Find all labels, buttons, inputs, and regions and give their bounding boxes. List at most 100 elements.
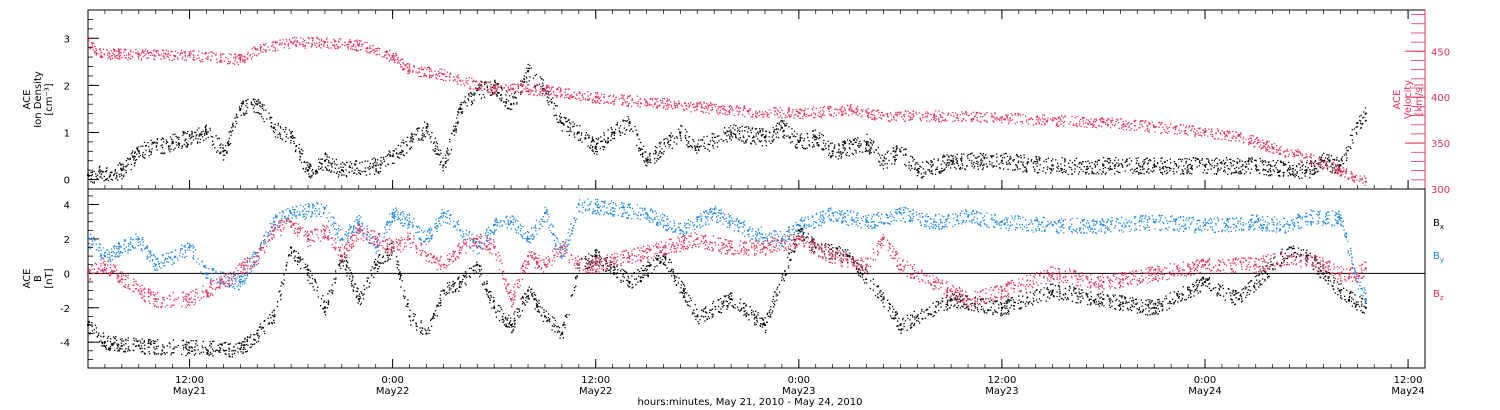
density-sample — [1195, 157, 1197, 159]
density-sample — [755, 133, 757, 135]
density-sample — [776, 131, 779, 133]
density-sample — [331, 166, 333, 168]
velocity-sample — [303, 45, 306, 47]
density-sample — [821, 148, 823, 150]
velocity-sample — [1194, 134, 1196, 136]
velocity-sample — [478, 88, 480, 90]
velocity-sample — [1202, 129, 1204, 131]
velocity-sample — [755, 115, 757, 117]
density-sample — [1231, 172, 1233, 174]
density-sample — [1360, 127, 1362, 129]
velocity-sample — [1107, 125, 1109, 127]
velocity-sample — [714, 105, 717, 108]
velocity-sample — [556, 96, 558, 98]
density-sample — [1047, 166, 1049, 168]
density-sample — [842, 152, 844, 154]
velocity-sample — [332, 44, 334, 46]
density-sample — [490, 83, 492, 86]
velocity-sample — [1042, 117, 1044, 119]
velocity-sample — [136, 53, 139, 55]
density-sample — [410, 146, 413, 148]
density-sample — [371, 158, 373, 160]
velocity-sample — [181, 58, 183, 60]
density-sample — [1185, 162, 1187, 164]
velocity-sample — [385, 57, 388, 59]
density-sample — [1181, 158, 1184, 161]
density-sample — [490, 94, 493, 96]
velocity-sample — [1334, 169, 1336, 171]
density-sample — [668, 140, 670, 142]
density-sample — [1091, 171, 1094, 173]
density-sample — [1250, 160, 1252, 162]
velocity-sample — [838, 108, 841, 111]
velocity-sample — [597, 92, 599, 94]
density-sample — [595, 148, 597, 150]
density-sample — [960, 158, 962, 160]
density-sample — [523, 78, 525, 80]
density-sample — [765, 136, 767, 138]
density-sample — [380, 156, 382, 159]
density-sample — [636, 135, 638, 137]
velocity-sample — [1056, 124, 1058, 126]
density-sample — [812, 130, 814, 132]
velocity-sample — [162, 49, 164, 51]
density-sample — [945, 163, 948, 165]
velocity-point — [239, 57, 242, 60]
density-sample — [1365, 119, 1367, 122]
density-sample — [591, 149, 593, 151]
velocity-sample — [89, 48, 91, 50]
density-sample — [492, 86, 494, 88]
density-sample — [453, 125, 455, 127]
density-sample — [920, 176, 923, 179]
density-sample — [1061, 157, 1063, 159]
velocity-sample — [1292, 153, 1295, 155]
density-sample — [1135, 171, 1137, 173]
density-sample — [511, 108, 513, 110]
density-sample — [1042, 167, 1045, 169]
velocity-sample — [1317, 163, 1319, 165]
velocity-sample — [225, 56, 227, 59]
density-sample — [1068, 166, 1070, 168]
density-sample — [1017, 161, 1019, 164]
velocity-sample — [737, 114, 739, 116]
velocity-sample — [926, 115, 929, 117]
velocity-sample — [1233, 135, 1235, 137]
density-sample — [1143, 168, 1145, 170]
velocity-sample — [919, 118, 921, 120]
velocity-sample — [368, 52, 371, 54]
velocity-sample — [736, 110, 738, 112]
velocity-sample — [1351, 173, 1353, 176]
velocity-sample — [929, 113, 931, 116]
velocity-sample — [569, 98, 571, 100]
density-sample — [559, 112, 562, 115]
velocity-sample — [429, 70, 431, 72]
velocity-sample — [1292, 156, 1294, 158]
density-sample — [915, 162, 917, 164]
density-sample — [162, 146, 164, 149]
density-sample — [1274, 164, 1277, 166]
density-sample — [309, 177, 312, 179]
density-sample — [909, 169, 911, 171]
density-sample — [576, 125, 578, 127]
velocity-sample — [337, 40, 340, 42]
velocity-sample — [142, 50, 144, 52]
density-sample — [436, 148, 438, 150]
density-sample — [991, 156, 993, 159]
velocity-sample — [287, 45, 289, 47]
velocity-sample — [637, 101, 640, 103]
velocity-sample — [1339, 175, 1341, 177]
density-sample — [1061, 168, 1063, 170]
density-sample — [555, 114, 557, 116]
velocity-sample — [706, 107, 708, 109]
density-sample — [144, 154, 146, 156]
density-sample — [1105, 172, 1107, 174]
density-sample — [971, 160, 973, 162]
density-sample — [591, 138, 593, 140]
velocity-sample — [1078, 120, 1081, 122]
velocity-sample — [650, 98, 652, 100]
density-sample — [895, 150, 897, 152]
density-sample — [240, 108, 242, 111]
velocity-sample — [560, 89, 562, 92]
velocity-sample — [296, 40, 298, 42]
velocity-sample — [295, 37, 298, 39]
